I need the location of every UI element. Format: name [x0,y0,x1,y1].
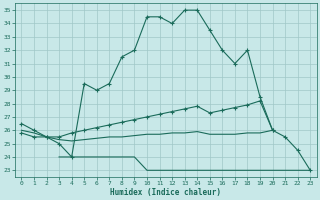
X-axis label: Humidex (Indice chaleur): Humidex (Indice chaleur) [110,188,221,197]
